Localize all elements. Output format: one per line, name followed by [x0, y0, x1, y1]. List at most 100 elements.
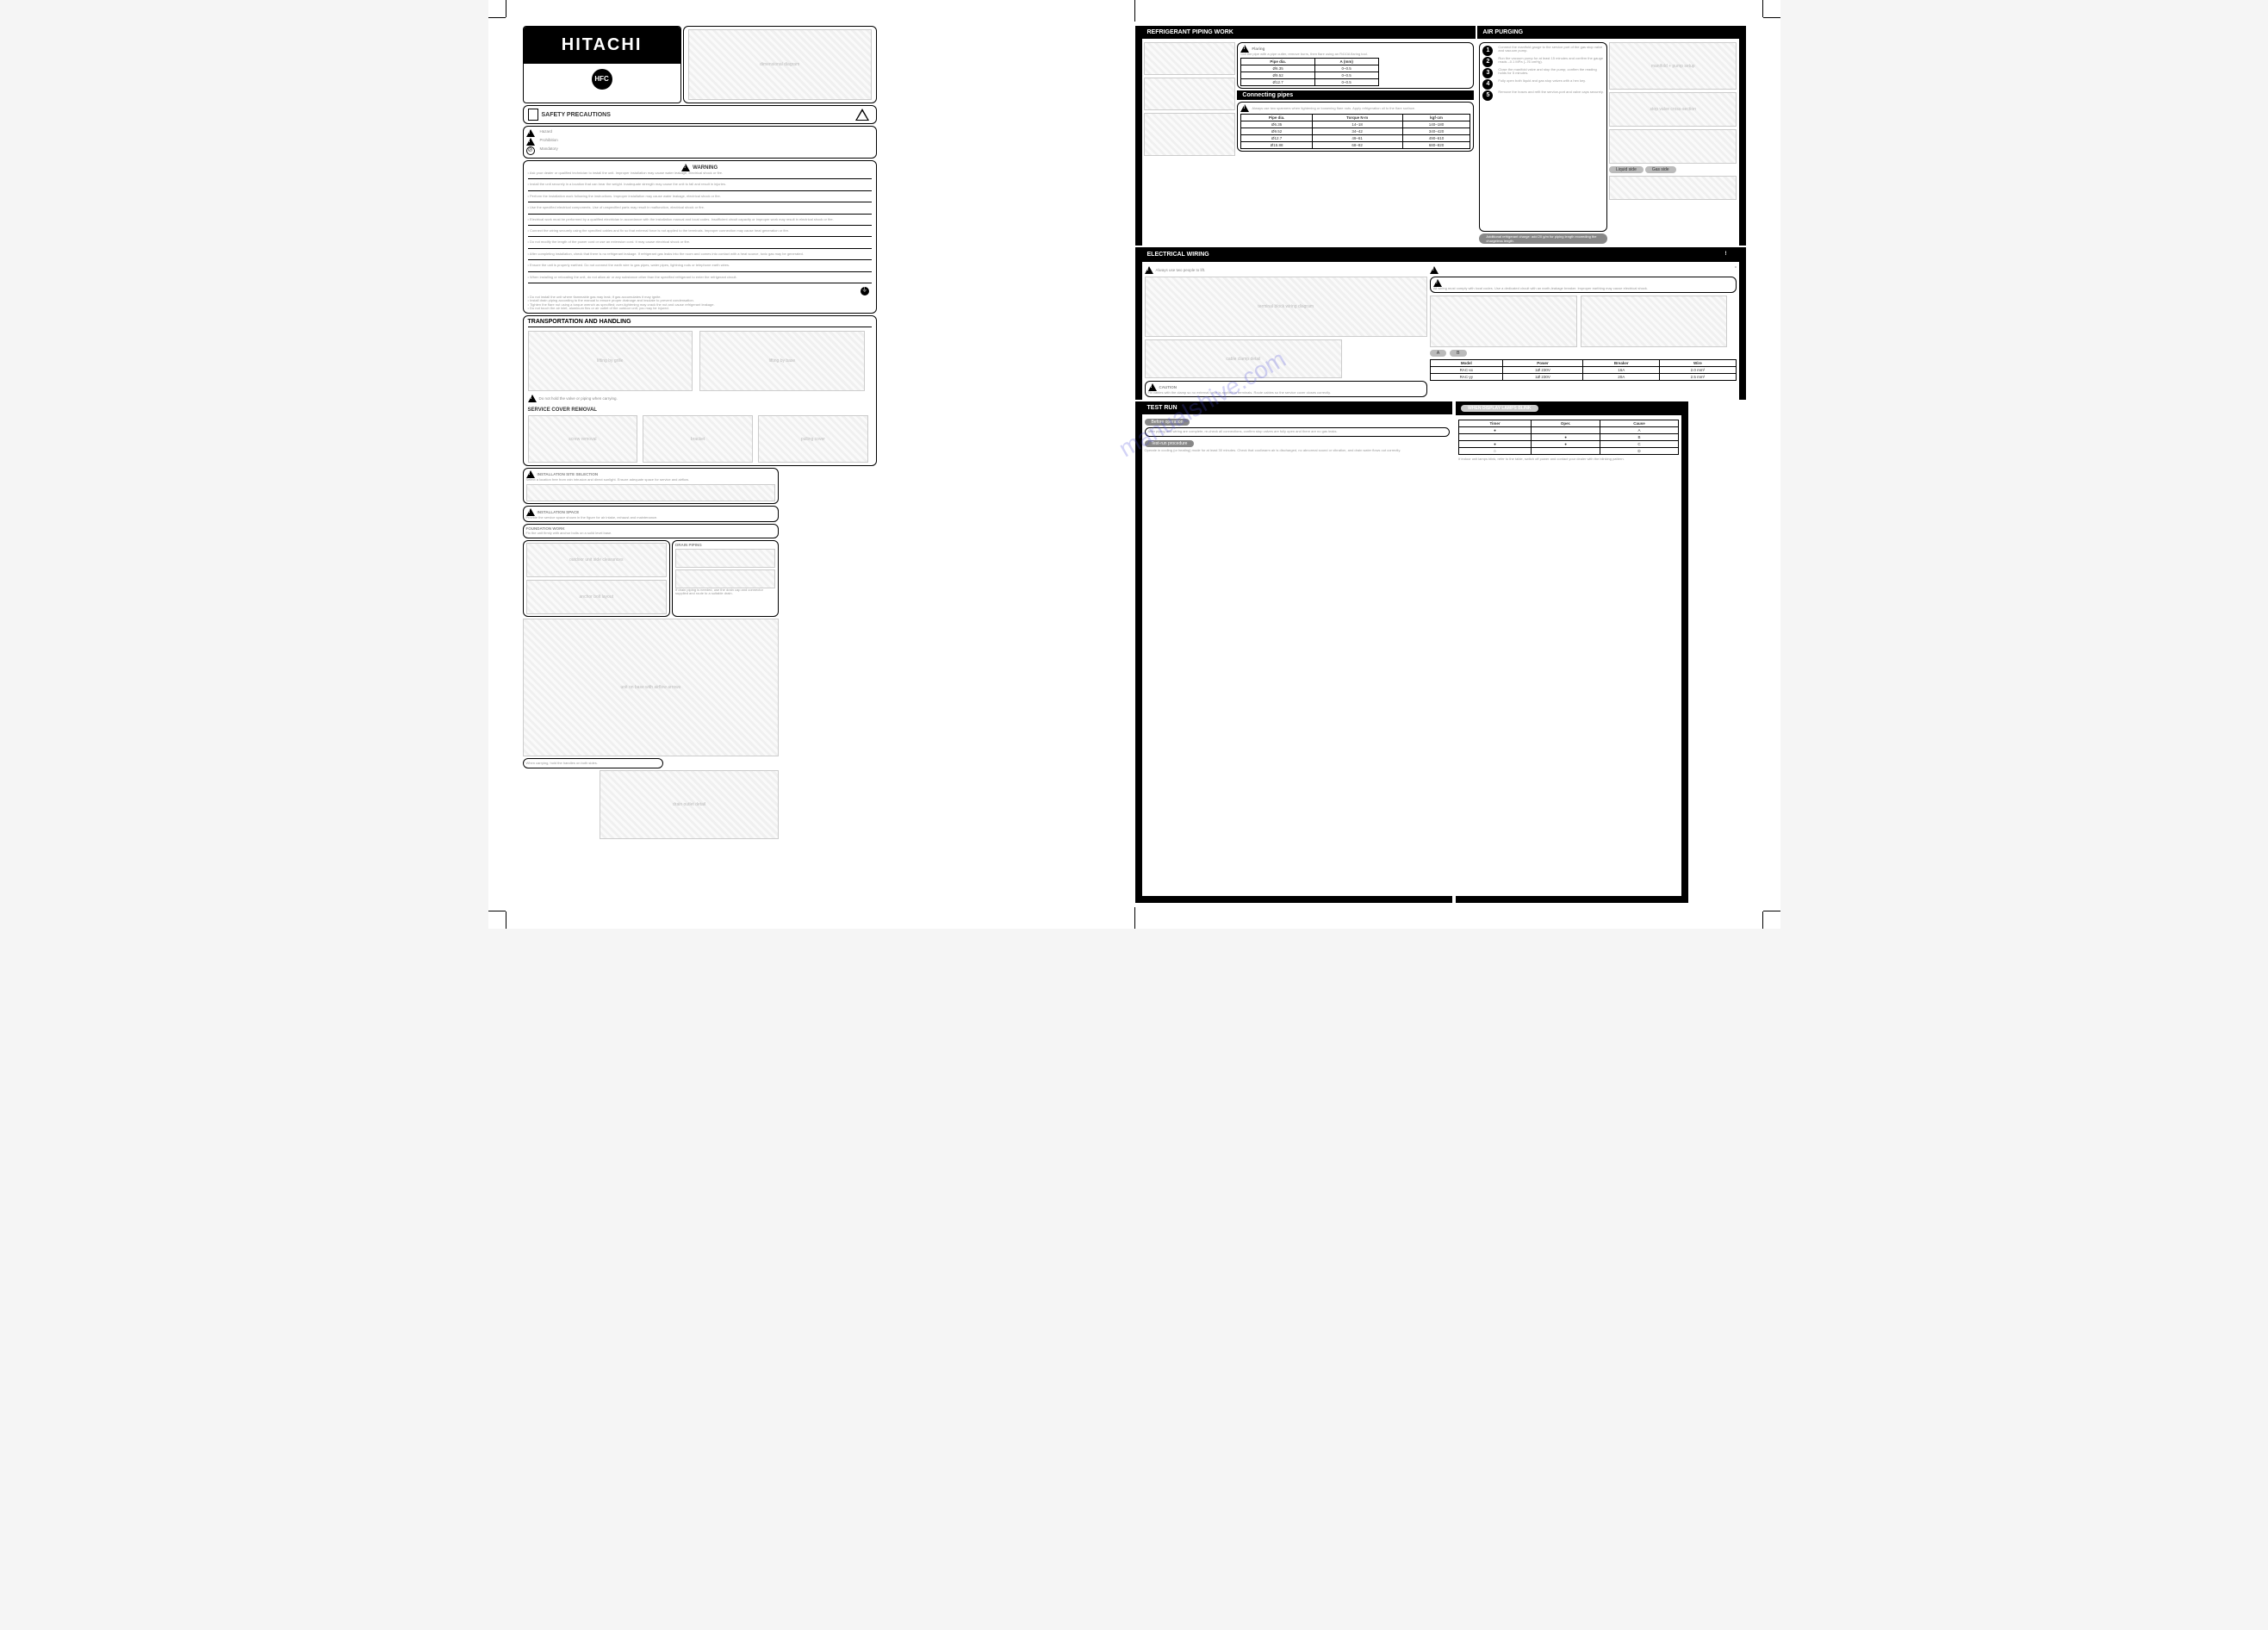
warning-line: • Install the unit securely in a locatio…: [528, 183, 872, 186]
transport-heading: TRANSPORTATION AND HANDLING: [528, 319, 872, 327]
symbol-legend-box: Hazard Prohibition ⊘Mandatory: [523, 126, 877, 159]
site-mini-illustration: [526, 484, 776, 501]
valve-cap-illustration: [1609, 176, 1737, 200]
warning-triangle-icon: [526, 470, 535, 478]
testrun-pre-box: After piping and wiring are complete, re…: [1145, 427, 1451, 436]
liquid-side-label: Liquid side: [1609, 166, 1644, 173]
hfc-badge-icon: HFC: [592, 69, 612, 90]
warning-triangle-icon: [1240, 104, 1249, 112]
connection-caution: Always use two spanners when tightening …: [1252, 106, 1415, 110]
warning-line: • Ensure the unit is properly earthed. D…: [528, 264, 872, 267]
elec-caution-title: CAUTION: [1159, 385, 1177, 389]
connection-subheading: Connecting pipes: [1237, 90, 1474, 100]
outdoor-wiring-photo-2: [1581, 296, 1728, 347]
drain-title: DRAIN PIPING: [675, 543, 775, 547]
warning-line: • Use the specified electrical component…: [528, 206, 872, 209]
airpurge-step: Connect the manifold gauge to the servic…: [1498, 46, 1604, 56]
transport-illustration-2: lifting by base: [699, 331, 865, 391]
terminal-wiring-diagram: terminal block wiring diagram: [1145, 277, 1427, 337]
caution-line: • Do not touch the air inlet, aluminum f…: [528, 307, 872, 310]
warning-triangle-icon: [1148, 383, 1157, 391]
step-number-icon: 3: [1482, 68, 1493, 78]
piping-section-bar: REFRIGERANT PIPING WORK: [1142, 26, 1476, 39]
brand-block: HITACHI: [524, 27, 680, 64]
stop-valve-illustration: stop valve cross-section: [1609, 92, 1737, 127]
site-selection-body: Select a location free from rain intrusi…: [526, 478, 776, 482]
safety-header-box: SAFETY PRECAUTIONS: [523, 105, 877, 124]
warning-line: • Do not modify the length of the power …: [528, 240, 872, 244]
crop-mark: [1134, 907, 1135, 929]
warning-line: • Perform the installation work followin…: [528, 195, 872, 198]
drain-outlet-illustration: drain outlet detail: [600, 770, 779, 839]
electrical-spec-table: ModelPowerBreakerWireRAC-xx1Ø 230V16A2.0…: [1430, 359, 1737, 381]
hazard-icon: [526, 129, 535, 137]
outdoor-wiring-photo-1: [1430, 296, 1577, 347]
warning-triangle-icon: [855, 109, 869, 121]
crop-mark: [1134, 0, 1135, 22]
elec-caution-box: CAUTION Fix cables with the clamp so no …: [1145, 381, 1427, 397]
airpurge-step: Close the manifold valve and stop the pu…: [1498, 68, 1604, 78]
flaring-title: Flaring: [1252, 47, 1264, 51]
elec-main-caution-body: All wiring must comply with local codes.…: [1433, 287, 1733, 290]
step-number-icon: 4: [1482, 79, 1493, 90]
electrical-section-title: ELECTRICAL WIRING: [1147, 252, 1209, 258]
flaring-illustration-1: [1144, 42, 1236, 75]
lamp-section-bar: WHEN DISPLAY LAMPS BLINK: [1456, 401, 1681, 415]
crop-mark: [1762, 911, 1763, 929]
site-selection-box: INSTALLATION SITE SELECTION Select a loc…: [523, 468, 780, 503]
dimension-diagram-box: dimensional diagram: [683, 26, 877, 103]
install-space-title: INSTALLATION SPACE: [537, 510, 580, 514]
site-selection-title: INSTALLATION SITE SELECTION: [537, 473, 599, 477]
charge-note-pill: Additional refrigerant charge: add 20 g/…: [1479, 233, 1607, 244]
manifold-gauge-illustration: manifold + pump setup: [1609, 42, 1737, 90]
step-number-icon: 5: [1482, 90, 1493, 101]
crop-mark: [1762, 0, 1763, 17]
drain-part-illustration: [675, 549, 775, 568]
service-illustration: bracket: [643, 415, 753, 463]
install-space-box: INSTALLATION SPACE Provide the service s…: [523, 506, 780, 522]
airpurge-step: Remove the hoses and refit the service-p…: [1498, 90, 1603, 101]
elec-main-caution-box: All wiring must comply with local codes.…: [1430, 277, 1737, 293]
two-spanner-illustration: [1144, 113, 1236, 156]
testrun-proc-pill: Test-run procedure: [1145, 440, 1195, 447]
clearance-diagrams-box: outdoor unit side clearances anchor bolt…: [523, 540, 671, 617]
elec-warning-inline: Always use two people to lift.: [1156, 268, 1206, 272]
warning-triangle-icon: [681, 164, 690, 171]
cable-clamp-diagram: cable clamp detail: [1145, 339, 1343, 378]
outdoor-unit-airflow-illustration: unit on base with airflow arrows: [523, 619, 780, 756]
elec-caution-body: Fix cables with the clamp so no external…: [1148, 391, 1424, 395]
airpurge-step: Run the vacuum pump for at least 15 minu…: [1498, 57, 1604, 67]
testrun-section-bar: TEST RUN: [1142, 401, 1453, 414]
prohibit-icon: ⊘: [526, 146, 535, 155]
flaring-body: Cut the pipe with a pipe cutter, remove …: [1240, 53, 1470, 56]
warning-line: • Ask your dealer or qualified technicia…: [528, 171, 872, 175]
testrun-pre-pill: Before operation: [1145, 419, 1190, 426]
warning-box: WARNING • Ask your dealer or qualified t…: [523, 160, 877, 314]
warning-line: • When installing or relocating the unit…: [528, 276, 872, 279]
drain-accessory-box: DRAIN PIPING If drain piping is needed, …: [672, 540, 779, 617]
transport-box: TRANSPORTATION AND HANDLING lifting by g…: [523, 315, 877, 466]
warning-line: • After completing installation, check t…: [528, 252, 872, 256]
flaring-box: Flaring Cut the pipe with a pipe cutter,…: [1237, 42, 1474, 89]
warning-triangle-icon: [1145, 266, 1153, 274]
gas-side-label: Gas side: [1645, 166, 1676, 173]
lamp-blink-table: TimerOper.Cause●A●B●●C○D: [1458, 420, 1678, 455]
crop-mark: [488, 17, 506, 18]
hex-key-illustration: [1609, 129, 1737, 164]
clearance-diagram-1: outdoor unit side clearances: [526, 543, 668, 577]
warning-line: • Connect the wiring securely using the …: [528, 229, 872, 233]
warning-triangle-icon: [1433, 279, 1442, 287]
lamp-section-title: WHEN DISPLAY LAMPS BLINK: [1461, 405, 1538, 412]
flare-dim-table: Pipe dia.A (mm)Ø6.350–0.5Ø9.520–0.5Ø12.7…: [1240, 58, 1378, 86]
brand-logo: HITACHI: [529, 35, 675, 55]
lamp-body: If indoor unit lamps blink, refer to the…: [1458, 457, 1678, 461]
drain-body: If drain piping is needed, use the drain…: [675, 588, 775, 596]
small-caution-box: When carrying, hold the handles on both …: [523, 758, 664, 768]
flaring-illustration-2: [1144, 78, 1236, 110]
clearance-diagram-2: anchor bolt layout: [526, 580, 668, 614]
service-illustration: screw removal: [528, 415, 638, 463]
drain-part-illustration: [675, 569, 775, 588]
warning-line: • Electrical work must be performed by a…: [528, 218, 872, 221]
testrun-pre-body: After piping and wiring are complete, re…: [1148, 430, 1447, 433]
foundation-box: FOUNDATION WORK Fix the unit firmly with…: [523, 524, 780, 538]
